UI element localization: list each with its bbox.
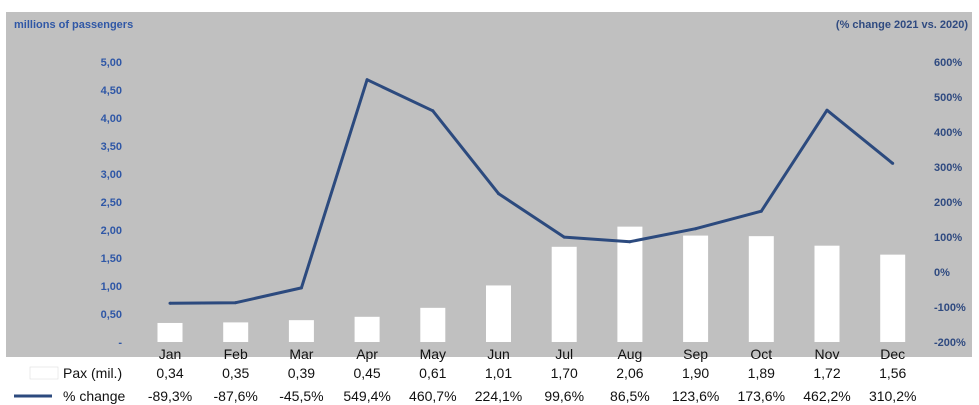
legend-bar-swatch — [29, 366, 59, 380]
category-label: Sep — [683, 346, 708, 362]
line-point — [299, 286, 303, 290]
bar — [486, 285, 511, 342]
data-table: Pax (mil.) % change Jan 0,34 -89,3% Feb 0,35… — [14, 346, 916, 404]
right-tick-label: 200% — [934, 197, 962, 209]
line-point — [628, 240, 632, 244]
category-label: Jul — [555, 346, 573, 362]
bar-value-label: 0,39 — [288, 365, 315, 381]
category-label: May — [420, 346, 446, 362]
category-label: Jun — [487, 346, 510, 362]
left-tick-label: 2,50 — [101, 197, 122, 209]
bar — [551, 246, 577, 342]
right-tick-label: 0% — [934, 267, 950, 279]
pct-change-label: 460,7% — [409, 388, 456, 404]
pct-change-label: 86,5% — [610, 388, 650, 404]
pct-change-label: 123,6% — [672, 388, 719, 404]
bar — [288, 320, 314, 342]
category-label: Oct — [750, 346, 772, 362]
pct-change-label: 549,4% — [343, 388, 390, 404]
line-point — [234, 301, 238, 305]
right-axis-ticks: -200% -100% 0% 100% 200% 300% 400% 500% 600% — [934, 57, 966, 349]
line-path — [169, 78, 894, 305]
pct-change-label: 99,6% — [544, 388, 584, 404]
category-label: Nov — [815, 346, 840, 362]
bar-value-label: 0,34 — [156, 365, 183, 381]
left-tick-label: 1,00 — [101, 281, 122, 293]
bar-series — [157, 226, 906, 342]
bar — [880, 254, 906, 342]
category-label: Apr — [356, 346, 378, 362]
pct-change-label: -87,6% — [214, 388, 258, 404]
line-point — [497, 192, 500, 196]
bar-value-label: 0,35 — [222, 365, 249, 381]
bar — [617, 226, 643, 342]
category-label: Feb — [224, 346, 248, 362]
bar — [420, 307, 446, 342]
right-tick-label: 100% — [934, 232, 962, 244]
bar — [683, 235, 709, 342]
category-label: Dec — [880, 346, 905, 362]
right-tick-label: 400% — [934, 127, 962, 139]
bar — [814, 245, 840, 342]
category-label: Jan — [159, 346, 182, 362]
bar-value-label: 1,89 — [748, 365, 775, 381]
bar-value-label: 0,45 — [353, 365, 380, 381]
pct-change-label: -89,3% — [148, 388, 192, 404]
right-tick-label: -200% — [934, 337, 966, 349]
bar-value-label: 1,70 — [551, 365, 578, 381]
left-axis-ticks: - 0,50 1,00 1,50 2,00 2,50 3,00 3,50 4,00 4,50 5,0… — [101, 57, 123, 349]
legend-bar-label: Pax (mil.) — [63, 365, 122, 381]
bar — [748, 236, 774, 342]
left-tick-label: 2,00 — [101, 225, 122, 237]
left-tick-label: - — [118, 337, 122, 349]
line-point — [759, 209, 763, 213]
right-axis-title: (% change 2021 vs. 2020) — [836, 19, 968, 31]
category-label: Aug — [617, 346, 642, 362]
bar — [354, 316, 380, 342]
line-series — [168, 78, 895, 305]
right-tick-label: 300% — [934, 162, 962, 174]
bar-value-label: 2,06 — [616, 365, 643, 381]
category-label: Mar — [289, 346, 313, 362]
pct-change-label: 462,2% — [803, 388, 850, 404]
bar-value-label: 1,56 — [879, 365, 906, 381]
right-tick-label: -100% — [934, 302, 966, 314]
left-axis-title: millions of passengers — [14, 19, 133, 31]
pct-change-label: 224,1% — [475, 388, 522, 404]
left-tick-label: 4,00 — [101, 113, 122, 125]
legend-line-label: % change — [63, 388, 125, 404]
line-point — [365, 78, 369, 82]
bar — [223, 322, 249, 342]
bar-value-label: 1,01 — [485, 365, 512, 381]
left-tick-label: 5,00 — [101, 57, 122, 69]
line-point — [168, 301, 172, 305]
pct-change-label: -45,5% — [279, 388, 323, 404]
bar — [157, 322, 183, 342]
bar-value-label: 1,72 — [813, 365, 840, 381]
left-tick-label: 3,00 — [101, 169, 122, 181]
left-tick-label: 4,50 — [101, 85, 122, 97]
left-tick-label: 1,50 — [101, 253, 122, 265]
left-tick-label: 3,50 — [101, 141, 122, 153]
line-point — [562, 235, 566, 239]
right-tick-label: 500% — [934, 92, 962, 104]
pct-change-label: 173,6% — [738, 388, 785, 404]
right-tick-label: 600% — [934, 57, 962, 69]
bar-value-label: 0,61 — [419, 365, 446, 381]
line-point — [694, 227, 698, 231]
line-point — [825, 108, 829, 112]
left-tick-label: 0,50 — [101, 309, 122, 321]
line-point — [431, 109, 435, 113]
pct-change-label: 310,2% — [869, 388, 916, 404]
line-point — [891, 161, 895, 165]
bar-value-label: 1,90 — [682, 365, 709, 381]
